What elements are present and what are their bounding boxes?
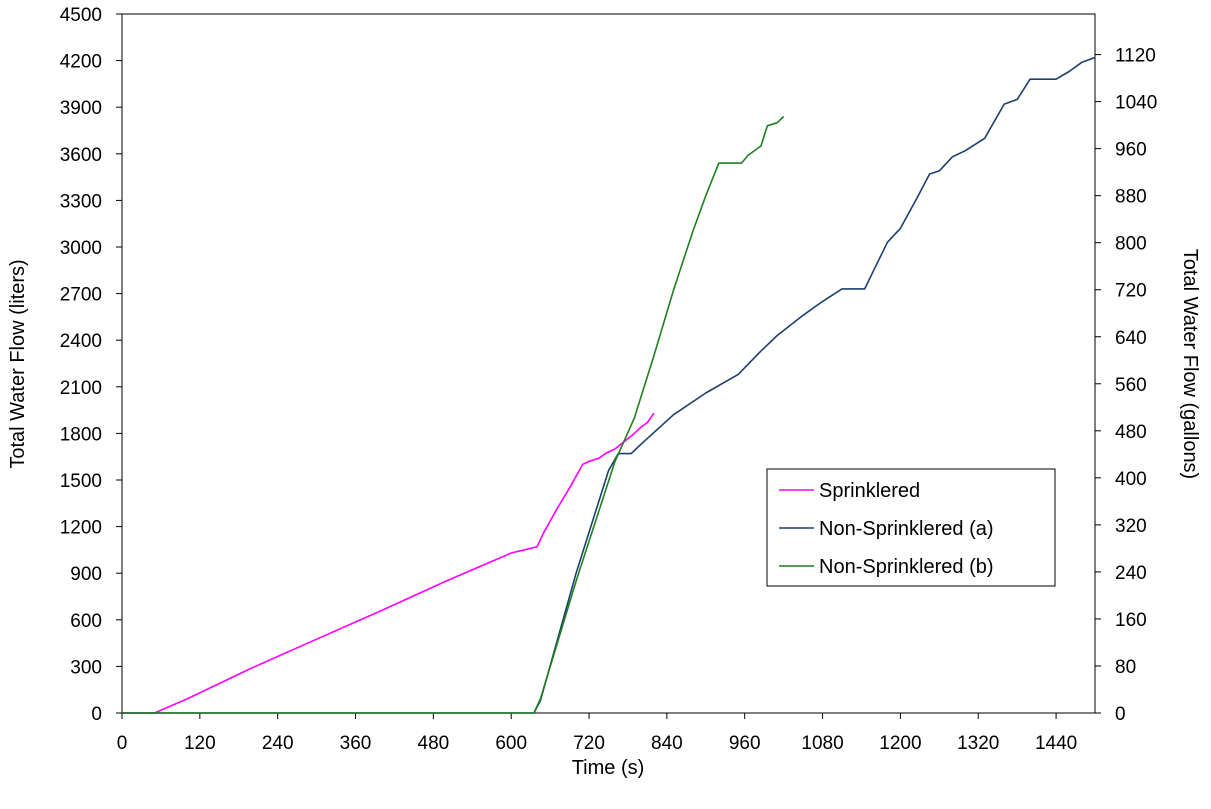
x-tick-label-3: 360 bbox=[340, 733, 372, 754]
x-tick-label-1: 120 bbox=[184, 733, 216, 754]
y2-tick-label-5: 400 bbox=[1115, 469, 1147, 490]
x-tick-label-4: 480 bbox=[418, 733, 450, 754]
y2-tick-label-1: 80 bbox=[1115, 657, 1136, 678]
y-tick-label-2: 600 bbox=[70, 611, 102, 632]
y-tick-label-0: 0 bbox=[91, 704, 102, 725]
x-tick-label-10: 1200 bbox=[879, 733, 921, 754]
y-tick-label-14: 4200 bbox=[60, 52, 102, 73]
plot-area bbox=[121, 13, 1096, 714]
x-axis-title: Time (s) bbox=[572, 757, 645, 779]
x-tick-label-8: 960 bbox=[729, 733, 761, 754]
y2-tick-label-2: 160 bbox=[1115, 610, 1147, 631]
y-tick-label-13: 3900 bbox=[60, 98, 102, 119]
x-tick-label-11: 1320 bbox=[957, 733, 999, 754]
y-axis-title: Total Water Flow (liters) bbox=[7, 259, 29, 468]
y-tick-label-8: 2400 bbox=[60, 331, 102, 352]
x-tick-label-12: 1440 bbox=[1035, 733, 1077, 754]
x-tick-label-2: 240 bbox=[262, 733, 294, 754]
x-tick-label-5: 600 bbox=[495, 733, 527, 754]
y-tick-label-3: 900 bbox=[70, 564, 102, 585]
y2-tick-label-11: 880 bbox=[1115, 187, 1147, 208]
x-tick-label-6: 720 bbox=[573, 733, 605, 754]
x-tick-label-9: 1080 bbox=[801, 733, 843, 754]
series-line-1 bbox=[122, 56, 1096, 714]
y2-tick-label-3: 240 bbox=[1115, 563, 1147, 584]
y2-tick-label-6: 480 bbox=[1115, 422, 1147, 443]
y2-tick-label-9: 720 bbox=[1115, 281, 1147, 302]
y-tick-label-5: 1500 bbox=[60, 471, 102, 492]
y-tick-label-10: 3000 bbox=[60, 238, 102, 259]
y-tick-label-7: 2100 bbox=[60, 378, 102, 399]
legend-box bbox=[766, 468, 1056, 587]
y2-tick-label-13: 1040 bbox=[1115, 93, 1157, 114]
y-axis-right: 0 80 160 240 320 400 480 560 640 720 800 880 960 1040… bbox=[1095, 46, 1157, 725]
y-tick-label-6: 1800 bbox=[60, 424, 102, 445]
y2-tick-label-10: 800 bbox=[1115, 234, 1147, 255]
y-axis-left: 0 300 600 900 1200 1500 1800 2100 2400 2700 3000 33… bbox=[60, 5, 122, 725]
y-tick-label-1: 300 bbox=[70, 657, 102, 678]
y-tick-label-9: 2700 bbox=[60, 285, 102, 306]
series-line-0 bbox=[122, 412, 655, 714]
x-tick-label-7: 840 bbox=[651, 733, 683, 754]
legend-label-sprinklered: Sprinklered bbox=[819, 480, 920, 502]
legend-label-non-sprinklered-a: Non-Sprinklered (a) bbox=[819, 518, 994, 540]
y2-tick-label-8: 640 bbox=[1115, 328, 1147, 349]
y-tick-label-11: 3300 bbox=[60, 191, 102, 212]
x-tick-label-0: 0 bbox=[117, 733, 128, 754]
x-axis: 0 120 240 360 480 600 720 840 960 1080 1200 1320 144… bbox=[117, 713, 1077, 754]
legend-label-non-sprinklered-b: Non-Sprinklered (b) bbox=[819, 556, 994, 578]
series-lines bbox=[122, 56, 1096, 714]
y2-tick-label-12: 960 bbox=[1115, 140, 1147, 161]
series-line-2 bbox=[122, 115, 785, 714]
y-tick-label-12: 3600 bbox=[60, 145, 102, 166]
y2-tick-label-14: 1120 bbox=[1115, 46, 1156, 67]
legend: Sprinklered Non-Sprinklered (a) Non-Spri… bbox=[766, 468, 1056, 587]
y2-axis-title: Total Water Flow (gallons) bbox=[1179, 249, 1201, 479]
y-tick-label-15: 4500 bbox=[60, 5, 102, 26]
y-tick-label-4: 1200 bbox=[60, 518, 102, 539]
y2-tick-label-0: 0 bbox=[1115, 704, 1126, 725]
y2-tick-label-4: 320 bbox=[1115, 516, 1147, 537]
y2-tick-label-7: 560 bbox=[1115, 375, 1147, 396]
